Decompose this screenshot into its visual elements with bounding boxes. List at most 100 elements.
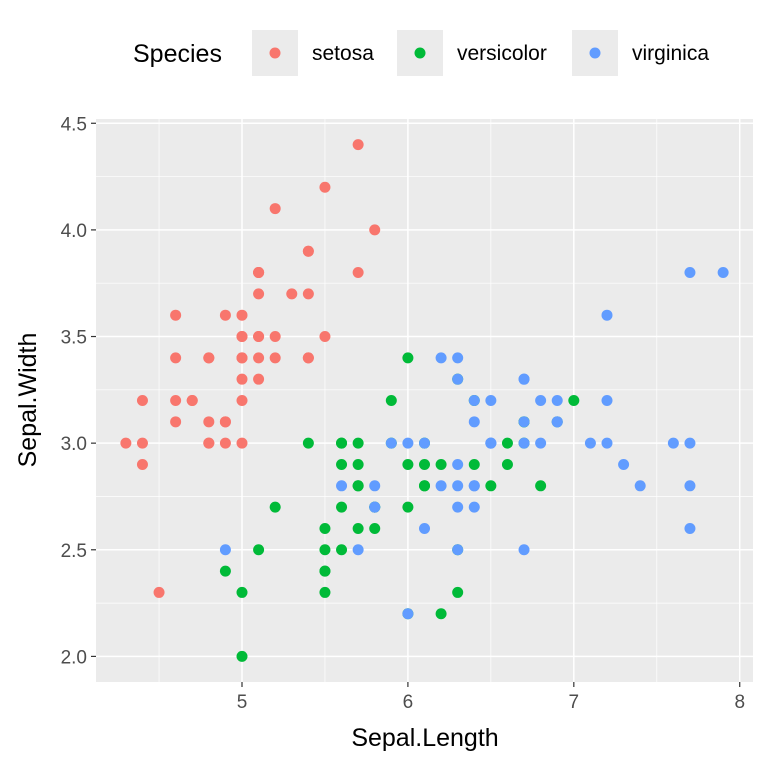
point-setosa [352, 139, 364, 151]
point-versicolor [336, 437, 348, 449]
y-tick-label: 4.5 [61, 114, 87, 135]
point-versicolor [535, 480, 547, 492]
point-setosa [253, 373, 265, 385]
point-virginica [452, 501, 464, 513]
point-virginica [402, 608, 414, 620]
point-setosa [236, 437, 248, 449]
legend-label-versicolor: versicolor [457, 42, 547, 65]
point-versicolor [319, 522, 331, 534]
legend-marker-setosa [269, 47, 281, 59]
point-setosa [170, 352, 182, 364]
point-virginica [535, 395, 547, 406]
point-versicolor [419, 480, 430, 492]
point-versicolor [402, 501, 414, 513]
point-versicolor [336, 458, 348, 470]
point-virginica [435, 480, 447, 492]
point-virginica [551, 395, 563, 406]
point-setosa [170, 416, 182, 428]
point-virginica [518, 373, 530, 385]
point-versicolor [319, 586, 331, 598]
point-versicolor [352, 480, 364, 492]
y-tick-label: 3.0 [61, 434, 87, 455]
point-setosa [269, 352, 281, 364]
panel-background [96, 119, 753, 682]
point-setosa [253, 352, 265, 364]
point-setosa [170, 395, 182, 406]
point-setosa [170, 309, 182, 321]
legend: Species setosa versicolor virginica [133, 30, 709, 76]
point-virginica [452, 373, 464, 385]
point-virginica [618, 458, 630, 470]
point-setosa [236, 309, 248, 321]
point-virginica [551, 416, 563, 428]
y-tick-label: 2.0 [61, 647, 87, 668]
legend-title: Species [133, 40, 222, 68]
point-setosa [253, 288, 265, 300]
point-versicolor [369, 522, 381, 534]
point-setosa [302, 288, 314, 300]
point-virginica [518, 544, 530, 556]
point-versicolor [385, 395, 397, 406]
point-virginica [402, 437, 414, 449]
point-virginica [667, 437, 679, 449]
point-virginica [634, 480, 646, 492]
point-virginica [485, 437, 497, 449]
point-setosa [302, 245, 314, 257]
point-virginica [219, 544, 231, 556]
point-setosa [319, 331, 331, 343]
point-setosa [136, 437, 148, 449]
point-setosa [203, 437, 215, 449]
point-virginica [369, 501, 381, 513]
point-virginica [452, 544, 464, 556]
point-setosa [319, 181, 331, 193]
point-setosa [253, 267, 265, 279]
point-setosa [186, 395, 198, 406]
point-versicolor [253, 544, 265, 556]
x-tick-label: 7 [569, 692, 580, 713]
point-versicolor [336, 544, 348, 556]
y-axis-title: Sepal.Width [14, 333, 42, 468]
point-setosa [203, 416, 215, 428]
point-versicolor [485, 480, 497, 492]
point-virginica [419, 437, 430, 449]
x-tick-label: 8 [734, 692, 745, 713]
point-versicolor [402, 352, 414, 364]
point-setosa [236, 352, 248, 364]
point-virginica [385, 437, 397, 449]
point-versicolor [236, 650, 248, 662]
point-setosa [153, 586, 165, 598]
point-setosa [236, 395, 248, 406]
point-setosa [136, 458, 148, 470]
point-virginica [468, 395, 480, 406]
point-setosa [136, 395, 148, 406]
y-tick-label: 3.5 [61, 328, 87, 349]
point-versicolor [452, 586, 464, 598]
point-setosa [203, 352, 215, 364]
x-tick-label: 5 [237, 692, 248, 713]
point-versicolor [501, 458, 513, 470]
point-virginica [601, 309, 613, 321]
point-setosa [352, 267, 364, 279]
point-virginica [684, 480, 696, 492]
point-virginica [452, 480, 464, 492]
point-setosa [253, 331, 265, 343]
point-versicolor [402, 458, 414, 470]
point-setosa [286, 288, 298, 300]
point-versicolor [219, 565, 231, 577]
point-versicolor [419, 458, 430, 470]
point-virginica [684, 267, 696, 279]
point-virginica [452, 458, 464, 470]
x-tick-label: 6 [403, 692, 414, 713]
point-virginica [717, 267, 729, 279]
point-virginica [601, 437, 613, 449]
point-setosa [219, 416, 231, 428]
point-virginica [601, 395, 613, 406]
point-setosa [269, 331, 281, 343]
point-versicolor [319, 565, 331, 577]
point-virginica [468, 416, 480, 428]
point-versicolor [352, 437, 364, 449]
point-setosa [120, 437, 132, 449]
point-setosa [302, 352, 314, 364]
